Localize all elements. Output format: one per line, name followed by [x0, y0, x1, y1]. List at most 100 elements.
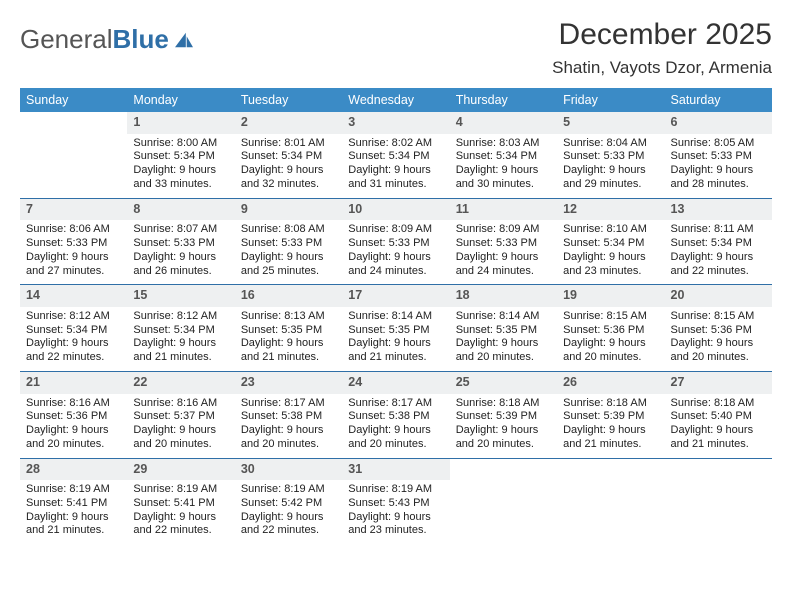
brand-name: GeneralBlue	[20, 24, 169, 55]
calendar-day: 28Sunrise: 8:19 AMSunset: 5:41 PMDayligh…	[20, 459, 127, 545]
sunset-line: Sunset: 5:34 PM	[133, 324, 228, 338]
day-number: 11	[450, 199, 557, 221]
sunset-line: Sunset: 5:36 PM	[671, 324, 766, 338]
calendar-day: 14Sunrise: 8:12 AMSunset: 5:34 PMDayligh…	[20, 285, 127, 371]
calendar-day	[20, 112, 127, 198]
title-block: December 2025 Shatin, Vayots Dzor, Armen…	[552, 18, 772, 78]
daylight-line: Daylight: 9 hours and 20 minutes.	[133, 424, 228, 452]
day-details: Sunrise: 8:03 AMSunset: 5:34 PMDaylight:…	[450, 134, 557, 194]
brand-name-a: General	[20, 24, 113, 54]
day-number: 9	[235, 199, 342, 221]
sunset-line: Sunset: 5:33 PM	[26, 237, 121, 251]
daylight-line: Daylight: 9 hours and 30 minutes.	[456, 164, 551, 192]
daylight-line: Daylight: 9 hours and 22 minutes.	[133, 511, 228, 539]
sail-icon	[173, 31, 195, 49]
daylight-line: Daylight: 9 hours and 26 minutes.	[133, 251, 228, 279]
day-number: 12	[557, 199, 664, 221]
day-details: Sunrise: 8:17 AMSunset: 5:38 PMDaylight:…	[342, 394, 449, 454]
calendar-day: 7Sunrise: 8:06 AMSunset: 5:33 PMDaylight…	[20, 199, 127, 285]
sunrise-line: Sunrise: 8:03 AM	[456, 137, 551, 151]
sunset-line: Sunset: 5:39 PM	[563, 410, 658, 424]
dow-header: Friday	[557, 88, 664, 112]
daylight-line: Daylight: 9 hours and 24 minutes.	[456, 251, 551, 279]
day-details: Sunrise: 8:19 AMSunset: 5:42 PMDaylight:…	[235, 480, 342, 540]
day-details: Sunrise: 8:17 AMSunset: 5:38 PMDaylight:…	[235, 394, 342, 454]
calendar-day: 30Sunrise: 8:19 AMSunset: 5:42 PMDayligh…	[235, 459, 342, 545]
dow-header: Wednesday	[342, 88, 449, 112]
calendar-day	[557, 459, 664, 545]
sunrise-line: Sunrise: 8:08 AM	[241, 223, 336, 237]
daylight-line: Daylight: 9 hours and 29 minutes.	[563, 164, 658, 192]
sunrise-line: Sunrise: 8:00 AM	[133, 137, 228, 151]
calendar-day	[450, 459, 557, 545]
daylight-line: Daylight: 9 hours and 28 minutes.	[671, 164, 766, 192]
daylight-line: Daylight: 9 hours and 21 minutes.	[133, 337, 228, 365]
calendar-day: 2Sunrise: 8:01 AMSunset: 5:34 PMDaylight…	[235, 112, 342, 198]
sunrise-line: Sunrise: 8:05 AM	[671, 137, 766, 151]
sunrise-line: Sunrise: 8:19 AM	[133, 483, 228, 497]
sunset-line: Sunset: 5:36 PM	[563, 324, 658, 338]
day-number: 10	[342, 199, 449, 221]
day-number: 21	[20, 372, 127, 394]
day-number: 16	[235, 285, 342, 307]
calendar-day: 22Sunrise: 8:16 AMSunset: 5:37 PMDayligh…	[127, 372, 234, 458]
calendar-day: 6Sunrise: 8:05 AMSunset: 5:33 PMDaylight…	[665, 112, 772, 198]
sunrise-line: Sunrise: 8:01 AM	[241, 137, 336, 151]
calendar-day: 27Sunrise: 8:18 AMSunset: 5:40 PMDayligh…	[665, 372, 772, 458]
daylight-line: Daylight: 9 hours and 24 minutes.	[348, 251, 443, 279]
sunrise-line: Sunrise: 8:19 AM	[241, 483, 336, 497]
sunset-line: Sunset: 5:34 PM	[133, 150, 228, 164]
sunset-line: Sunset: 5:37 PM	[133, 410, 228, 424]
daylight-line: Daylight: 9 hours and 22 minutes.	[671, 251, 766, 279]
sunrise-line: Sunrise: 8:18 AM	[456, 397, 551, 411]
dow-header-row: SundayMondayTuesdayWednesdayThursdayFrid…	[20, 88, 772, 112]
calendar-day: 1Sunrise: 8:00 AMSunset: 5:34 PMDaylight…	[127, 112, 234, 198]
day-details: Sunrise: 8:15 AMSunset: 5:36 PMDaylight:…	[557, 307, 664, 367]
daylight-line: Daylight: 9 hours and 21 minutes.	[671, 424, 766, 452]
calendar-day: 4Sunrise: 8:03 AMSunset: 5:34 PMDaylight…	[450, 112, 557, 198]
sunrise-line: Sunrise: 8:15 AM	[671, 310, 766, 324]
day-details: Sunrise: 8:18 AMSunset: 5:39 PMDaylight:…	[450, 394, 557, 454]
day-details: Sunrise: 8:18 AMSunset: 5:40 PMDaylight:…	[665, 394, 772, 454]
day-details: Sunrise: 8:10 AMSunset: 5:34 PMDaylight:…	[557, 220, 664, 280]
calendar-day: 12Sunrise: 8:10 AMSunset: 5:34 PMDayligh…	[557, 199, 664, 285]
day-number	[20, 112, 127, 134]
calendar-day: 15Sunrise: 8:12 AMSunset: 5:34 PMDayligh…	[127, 285, 234, 371]
brand-name-b: Blue	[113, 24, 169, 54]
day-number: 24	[342, 372, 449, 394]
dow-header: Monday	[127, 88, 234, 112]
calendar-day: 19Sunrise: 8:15 AMSunset: 5:36 PMDayligh…	[557, 285, 664, 371]
sunset-line: Sunset: 5:41 PM	[26, 497, 121, 511]
day-number: 23	[235, 372, 342, 394]
calendar-week: 14Sunrise: 8:12 AMSunset: 5:34 PMDayligh…	[20, 285, 772, 372]
calendar-day: 25Sunrise: 8:18 AMSunset: 5:39 PMDayligh…	[450, 372, 557, 458]
month-title: December 2025	[552, 18, 772, 52]
sunrise-line: Sunrise: 8:18 AM	[671, 397, 766, 411]
day-details: Sunrise: 8:16 AMSunset: 5:37 PMDaylight:…	[127, 394, 234, 454]
dow-header: Sunday	[20, 88, 127, 112]
sunset-line: Sunset: 5:36 PM	[26, 410, 121, 424]
day-details: Sunrise: 8:05 AMSunset: 5:33 PMDaylight:…	[665, 134, 772, 194]
sunset-line: Sunset: 5:33 PM	[456, 237, 551, 251]
day-number	[557, 459, 664, 481]
location: Shatin, Vayots Dzor, Armenia	[552, 58, 772, 78]
sunset-line: Sunset: 5:39 PM	[456, 410, 551, 424]
sunrise-line: Sunrise: 8:16 AM	[26, 397, 121, 411]
day-number: 6	[665, 112, 772, 134]
sunset-line: Sunset: 5:42 PM	[241, 497, 336, 511]
calendar-day: 9Sunrise: 8:08 AMSunset: 5:33 PMDaylight…	[235, 199, 342, 285]
sunset-line: Sunset: 5:33 PM	[241, 237, 336, 251]
day-number: 1	[127, 112, 234, 134]
day-details: Sunrise: 8:08 AMSunset: 5:33 PMDaylight:…	[235, 220, 342, 280]
day-number: 29	[127, 459, 234, 481]
sunrise-line: Sunrise: 8:16 AM	[133, 397, 228, 411]
day-number: 22	[127, 372, 234, 394]
daylight-line: Daylight: 9 hours and 31 minutes.	[348, 164, 443, 192]
daylight-line: Daylight: 9 hours and 22 minutes.	[26, 337, 121, 365]
dow-header: Tuesday	[235, 88, 342, 112]
day-details: Sunrise: 8:06 AMSunset: 5:33 PMDaylight:…	[20, 220, 127, 280]
calendar-day	[665, 459, 772, 545]
day-number: 7	[20, 199, 127, 221]
day-number: 18	[450, 285, 557, 307]
day-number: 4	[450, 112, 557, 134]
